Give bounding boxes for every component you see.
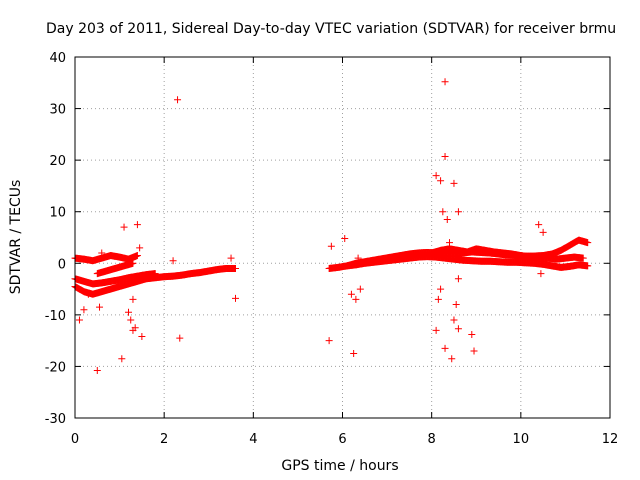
- outlier-point: [432, 326, 440, 334]
- outlier-point: [341, 235, 349, 243]
- outlier-point: [437, 285, 445, 293]
- outlier-point: [84, 290, 92, 298]
- outlier-point: [468, 330, 476, 338]
- x-tick-label: 0: [71, 432, 79, 447]
- outlier-point: [537, 270, 545, 278]
- outlier-point: [356, 285, 364, 293]
- outlier-point: [169, 257, 177, 265]
- outlier-point: [452, 301, 460, 309]
- data-points: [71, 78, 592, 375]
- outlier-point: [448, 355, 456, 363]
- outlier-point: [325, 337, 333, 345]
- outlier-point: [454, 325, 462, 333]
- outlier-point: [131, 324, 139, 332]
- outlier-point: [352, 295, 360, 303]
- outlier-point: [354, 254, 362, 262]
- outlier-point: [539, 228, 547, 236]
- outlier-point: [227, 254, 235, 262]
- outlier-point: [454, 275, 462, 283]
- outlier-point: [437, 177, 445, 185]
- outlier-point: [120, 223, 128, 231]
- outlier-point: [138, 333, 146, 341]
- outlier-point: [80, 306, 88, 314]
- data-point: [232, 264, 239, 272]
- outlier-point: [327, 242, 335, 250]
- data-point: [133, 252, 141, 260]
- outlier-point: [174, 96, 182, 104]
- x-tick-label: 10: [513, 432, 530, 447]
- outlier-point: [443, 215, 451, 223]
- y-tick-labels: -30 -20 -10 0 10 20 30 40: [45, 51, 66, 427]
- outlier-point: [176, 334, 184, 342]
- outlier-point: [136, 244, 144, 252]
- x-tick-label: 6: [338, 432, 346, 447]
- y-tick-label: 10: [49, 206, 66, 221]
- outlier-point: [98, 249, 106, 257]
- data-point: [579, 254, 587, 262]
- plot-frame: [74, 56, 611, 419]
- y-tick-label: 30: [49, 103, 66, 118]
- outlier-point: [441, 78, 449, 86]
- x-tick-label: 2: [160, 432, 168, 447]
- outlier-point: [434, 295, 442, 303]
- y-tick-label: -30: [45, 412, 66, 427]
- outlier-point: [93, 367, 101, 375]
- data-point: [129, 259, 137, 267]
- data-point: [151, 270, 159, 278]
- outlier-point: [439, 208, 447, 216]
- x-tick-label: 12: [602, 432, 619, 447]
- x-tick-label: 8: [428, 432, 436, 447]
- outlier-point: [125, 308, 132, 316]
- y-tick-label: -20: [45, 360, 66, 375]
- outlier-point: [129, 295, 137, 303]
- outlier-point: [75, 316, 83, 324]
- outlier-point: [96, 303, 104, 311]
- outlier-point: [432, 172, 440, 180]
- outlier-point: [441, 344, 449, 352]
- grid: [75, 57, 610, 418]
- outlier-point: [450, 316, 458, 324]
- y-tick-label: 0: [58, 257, 66, 272]
- outlier-point: [127, 316, 135, 324]
- data-point: [584, 262, 592, 270]
- outlier-point: [232, 294, 239, 302]
- y-tick-label: 20: [49, 154, 66, 169]
- outlier-point: [535, 221, 543, 229]
- outlier-point: [118, 355, 126, 363]
- outlier-point: [454, 254, 462, 262]
- y-axis-label: SDTVAR / TECUs: [8, 180, 24, 295]
- x-axis-label: GPS time / hours: [281, 458, 398, 474]
- chart-title: Day 203 of 2011, Sidereal Day-to-day VTE…: [46, 21, 616, 37]
- data-point: [584, 239, 592, 247]
- outlier-point: [470, 347, 478, 355]
- x-tick-label: 4: [249, 432, 257, 447]
- outlier-point: [133, 221, 141, 229]
- outlier-point: [446, 239, 453, 247]
- outlier-point: [350, 350, 358, 358]
- y-tick-label: 40: [49, 51, 66, 66]
- outlier-point: [454, 208, 462, 216]
- outlier-point: [450, 179, 458, 187]
- y-tick-label: -10: [45, 309, 66, 324]
- outlier-point: [441, 153, 449, 161]
- outlier-point: [347, 290, 355, 298]
- x-tick-labels: 0 2 4 6 8 10 12: [71, 432, 618, 447]
